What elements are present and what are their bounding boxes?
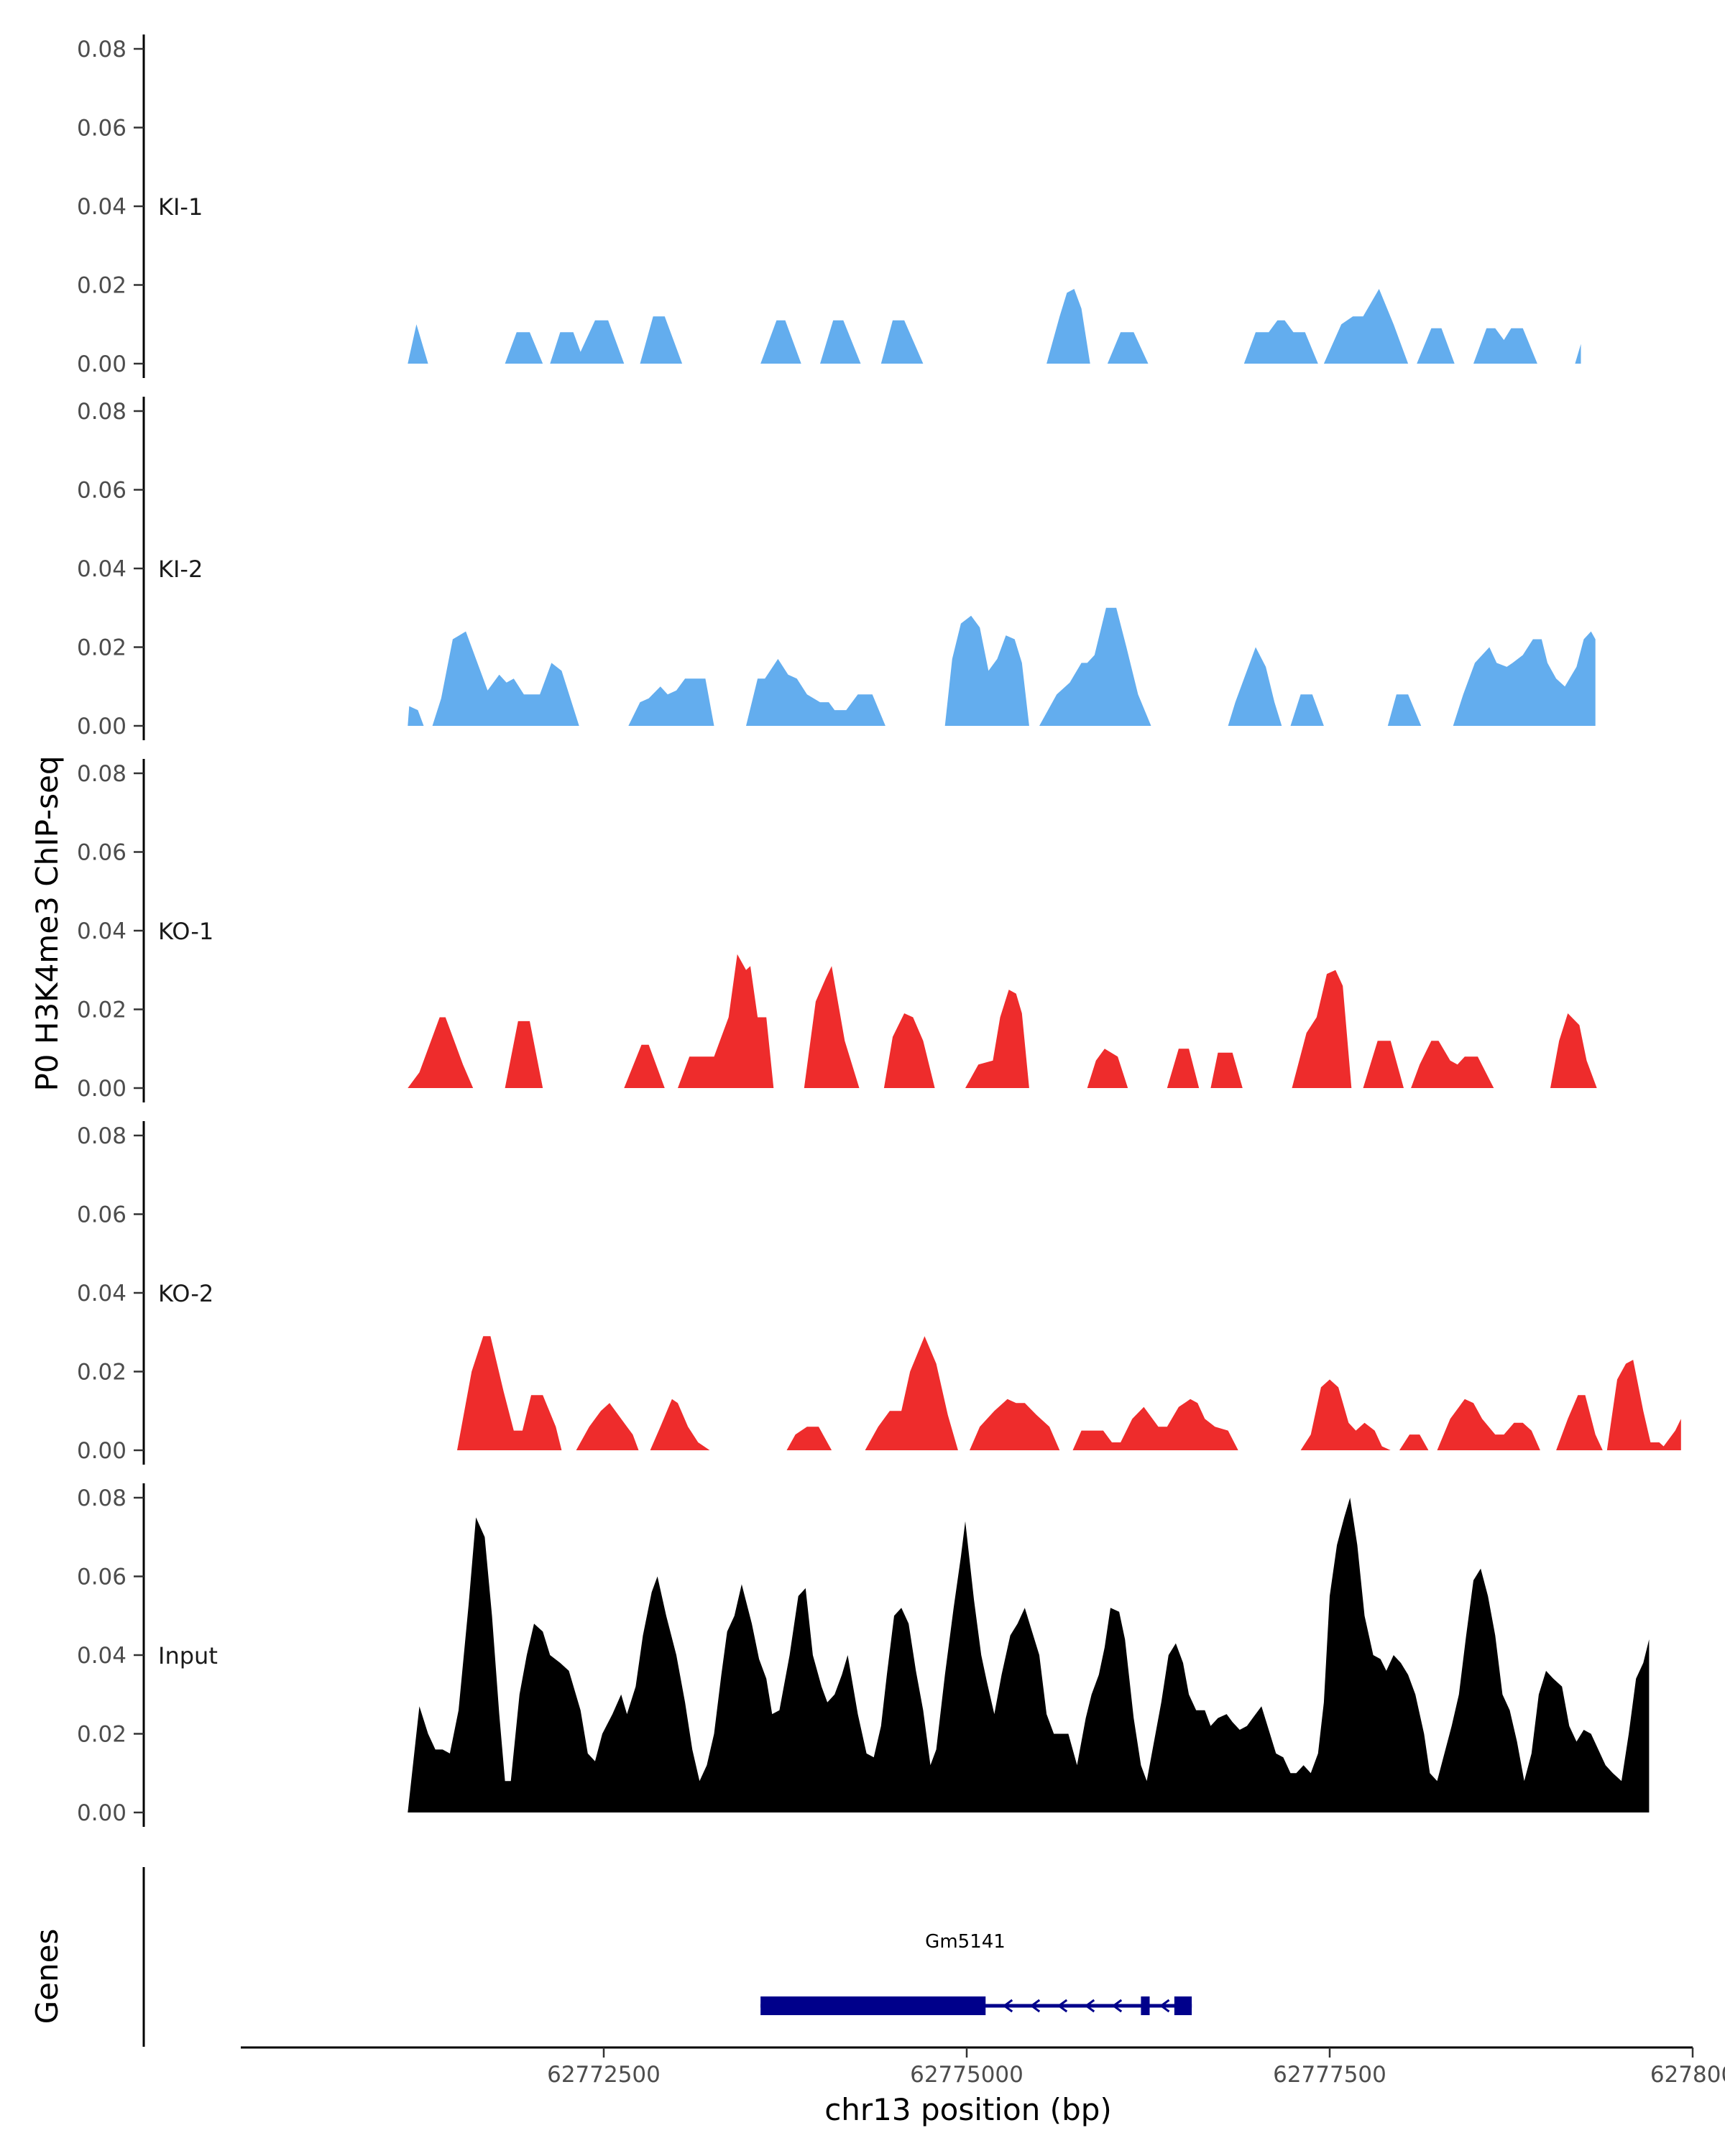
gene-exon <box>1174 1996 1192 2015</box>
track-label: KO-2 <box>158 1280 213 1307</box>
y-tick-label: 0.04 <box>77 1643 126 1669</box>
coverage-area-ki-1 <box>408 289 1581 364</box>
y-tick-label: 0.04 <box>77 194 126 220</box>
y-tick-label: 0.08 <box>77 761 126 787</box>
y-tick-label: 0.02 <box>77 273 126 299</box>
track-ko-2: 0.00 0.02 0.04 0.06 0.08 KO-2 <box>77 1121 1681 1465</box>
track-label: Input <box>158 1642 218 1669</box>
y-tick-label: 0.00 <box>77 714 126 740</box>
gene-exon <box>1141 1996 1150 2015</box>
y-tick-label: 0.02 <box>77 998 126 1023</box>
strand-arrow <box>1159 1999 1170 2013</box>
y-tick-label: 0.06 <box>77 478 126 504</box>
y-tick-label: 0.02 <box>77 1722 126 1748</box>
y-tick-label: 0.02 <box>77 1360 126 1386</box>
x-tick-label: 62772500 <box>547 2062 661 2088</box>
coverage-area-ko-2 <box>457 1336 1681 1450</box>
y-tick-label: 0.08 <box>77 399 126 425</box>
x-tick-label: 62775000 <box>910 2062 1024 2088</box>
coverage-area-input <box>408 1498 1650 1812</box>
y-tick-label: 0.00 <box>77 1438 126 1464</box>
x-tick-label: 627800 <box>1650 2062 1725 2088</box>
gene-exon <box>760 1996 986 2015</box>
track-label: KO-1 <box>158 918 213 945</box>
track-label: KI-2 <box>158 556 203 583</box>
track-ki-1: 0.00 0.02 0.04 0.06 0.08 KI-1 <box>77 34 1581 378</box>
y-tick-label: 0.06 <box>77 840 126 866</box>
y-tick-label: 0.04 <box>77 556 126 582</box>
strand-arrow <box>1111 1999 1123 2013</box>
y-tick-label: 0.04 <box>77 918 126 944</box>
genes-axis-title: Genes <box>29 1929 65 2024</box>
coverage-area-ki-2 <box>408 607 1596 726</box>
y-tick-label: 0.08 <box>77 37 126 63</box>
gene-name-label: Gm5141 <box>925 1931 1006 1953</box>
strand-arrow <box>1029 1999 1041 2013</box>
y-tick-label: 0.02 <box>77 635 126 661</box>
y-tick-label: 0.08 <box>77 1485 126 1511</box>
strand-arrow <box>1002 1999 1013 2013</box>
track-ko-1: 0.00 0.02 0.04 0.06 0.08 KO-1 <box>77 759 1597 1102</box>
track-ki-2: 0.00 0.02 0.04 0.06 0.08 KI-2 <box>77 397 1596 740</box>
x-axis-title: chr13 position (bp) <box>824 2092 1112 2127</box>
y-tick-label: 0.06 <box>77 1202 126 1228</box>
x-tick-label: 62777500 <box>1273 2062 1386 2088</box>
track-input: 0.00 0.02 0.04 0.06 0.08 Input <box>77 1483 1650 1827</box>
y-tick-label: 0.04 <box>77 1281 126 1307</box>
coverage-tracks: 0.00 0.02 0.04 0.06 0.08 KI-1 0.00 0.02 0.04 0.06… <box>77 34 1681 1827</box>
x-axis: 62772500 62775000 62777500 627800 <box>241 2046 1725 2088</box>
strand-arrow <box>1084 1999 1095 2013</box>
track-label: KI-1 <box>158 193 203 221</box>
coverage-area-ko-1 <box>408 954 1597 1088</box>
y-tick-label: 0.06 <box>77 116 126 142</box>
y-axis-title: P0 H3K4me3 ChIP-seq <box>29 755 65 1091</box>
y-tick-label: 0.00 <box>77 1076 126 1102</box>
y-tick-label: 0.00 <box>77 351 126 377</box>
y-tick-label: 0.06 <box>77 1565 126 1590</box>
y-tick-label: 0.08 <box>77 1123 126 1149</box>
strand-arrow <box>1057 1999 1068 2013</box>
y-tick-label: 0.00 <box>77 1800 126 1826</box>
gene-panel: Gm5141 <box>142 1867 1192 2047</box>
